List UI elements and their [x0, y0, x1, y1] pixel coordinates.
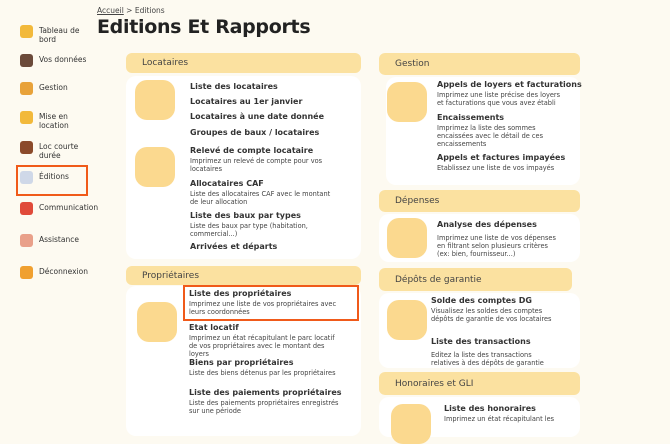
section-title: Propriétaires — [142, 270, 200, 281]
sidebar-item-label: Loc courte durée — [39, 142, 79, 160]
sidebar-item[interactable]: Vos données — [20, 54, 90, 67]
section-title: Honoraires et GLI — [395, 378, 474, 389]
sidebar-item[interactable]: Assistance — [20, 234, 90, 247]
report-link[interactable]: Encaissements — [437, 113, 505, 122]
suitcase-icon — [20, 141, 33, 154]
report-link[interactable]: Arrivées et départs — [190, 242, 278, 251]
report-description: Imprimez un relevé de compte pour vos lo… — [190, 157, 323, 173]
sidebar-item[interactable]: Loc courte durée — [20, 141, 90, 160]
tenants-family-icon — [135, 80, 175, 120]
report-description: Imprimez une liste précise des loyers et… — [437, 91, 561, 107]
document-icon — [20, 171, 33, 184]
sidebar-item-label: Gestion — [39, 83, 68, 92]
section-header-depenses: Dépenses — [379, 190, 580, 212]
section-header-gestion: Gestion — [379, 53, 580, 75]
report-link[interactable]: Liste des locataires — [190, 82, 278, 91]
report-link[interactable]: Solde des comptes DG — [431, 296, 532, 305]
deposit-shield-icon — [387, 300, 427, 340]
sidebar-item[interactable]: Mise en location — [20, 111, 90, 130]
section-header-depots: Dépôts de garantie — [379, 268, 572, 291]
report-link[interactable]: Analyse des dépenses — [437, 220, 537, 229]
report-description: Imprimez une liste de vos dépenses en fi… — [437, 234, 556, 258]
report-link[interactable]: Relevé de compte locataire — [190, 146, 314, 155]
logout-icon — [20, 266, 33, 279]
report-description: Imprimez une liste de vos propriétaires … — [189, 300, 337, 316]
breadcrumb-separator: > — [126, 6, 133, 15]
sidebar-item-label: Déconnexion — [39, 267, 88, 276]
section-title: Gestion — [395, 59, 430, 69]
report-link[interactable]: Etat locatif — [189, 323, 239, 332]
folder-icon — [20, 82, 33, 95]
section-title: Dépôts de garantie — [395, 274, 482, 285]
report-link[interactable]: Appels et factures impayées — [437, 153, 566, 162]
sidebar-item[interactable]: Tableau de bord — [20, 25, 90, 44]
report-link[interactable]: Liste des paiements propriétaires — [189, 388, 342, 397]
report-link[interactable]: Locataires à une date donnée — [190, 112, 325, 121]
report-link[interactable]: Locataires au 1er janvier — [190, 97, 303, 106]
section-header-proprietaires: Propriétaires — [126, 266, 361, 285]
report-description: Editez la liste des transactions relativ… — [431, 351, 544, 367]
section-header-locataires: Locataires — [126, 53, 361, 73]
breadcrumb-home-link[interactable]: Accueil — [97, 6, 124, 15]
highlight-liste-proprietaires — [183, 285, 359, 321]
section-title: Locataires — [142, 58, 189, 68]
report-description: Imprimez un état récapitulant les — [444, 415, 555, 423]
user-icon — [20, 54, 33, 67]
sidebar-item-label: Éditions — [39, 172, 69, 181]
breadcrumb: Accueil > Editions — [97, 6, 165, 15]
sidebar-item-label: Tableau de bord — [39, 26, 80, 44]
report-description: Liste des paiements propriétaires enregi… — [189, 399, 339, 415]
report-description: Visualisez les soldes des comptes dépôts… — [431, 307, 552, 323]
report-link[interactable]: Liste des transactions — [431, 337, 531, 346]
report-description: Liste des allocataires CAF avec le monta… — [190, 190, 331, 206]
report-description: Imprimez un état récapitulant le parc lo… — [189, 334, 335, 358]
owner-avatar-icon — [137, 302, 177, 342]
report-description: Imprimez la liste des sommes encaissées … — [437, 124, 544, 148]
support-icon — [20, 234, 33, 247]
section-title: Dépenses — [395, 196, 440, 206]
keys-icon — [20, 25, 33, 38]
report-link[interactable]: Liste des propriétaires — [189, 289, 292, 298]
sidebar-item-label: Communication — [39, 203, 99, 212]
report-description: Liste des biens détenus par les propriét… — [189, 369, 336, 377]
sidebar-item-label: Assistance — [39, 235, 79, 244]
sidebar-item-label: Vos données — [39, 55, 87, 64]
page-title: Editions Et Rapports — [97, 16, 311, 38]
breadcrumb-current: Editions — [134, 6, 165, 15]
report-description: Liste des baux par type (habitation, com… — [190, 222, 308, 238]
sidebar-item[interactable]: Communication — [20, 202, 98, 215]
expenses-laptop-icon — [387, 218, 427, 258]
report-description: Etablissez une liste de vos impayés — [437, 164, 555, 172]
report-link[interactable]: Liste des honoraires — [444, 404, 536, 413]
calculator-icon — [135, 147, 175, 187]
chat-icon — [20, 202, 33, 215]
report-link[interactable]: Biens par propriétaires — [189, 358, 294, 367]
report-link[interactable]: Appels de loyers et facturations — [437, 80, 582, 89]
keys-house-icon — [20, 111, 33, 124]
invoice-icon — [387, 82, 427, 122]
sidebar-item[interactable]: Éditions — [20, 171, 90, 184]
sidebar-active-highlight — [16, 165, 88, 196]
sidebar-item-label: Mise en location — [39, 112, 69, 130]
section-header-honoraires: Honoraires et GLI — [379, 372, 580, 395]
fees-chart-icon — [391, 404, 431, 444]
report-link[interactable]: Allocataires CAF — [190, 179, 264, 188]
sidebar-item[interactable]: Gestion — [20, 82, 90, 95]
sidebar-item[interactable]: Déconnexion — [20, 266, 90, 279]
report-link[interactable]: Groupes de baux / locataires — [190, 128, 320, 137]
report-link[interactable]: Liste des baux par types — [190, 211, 301, 220]
